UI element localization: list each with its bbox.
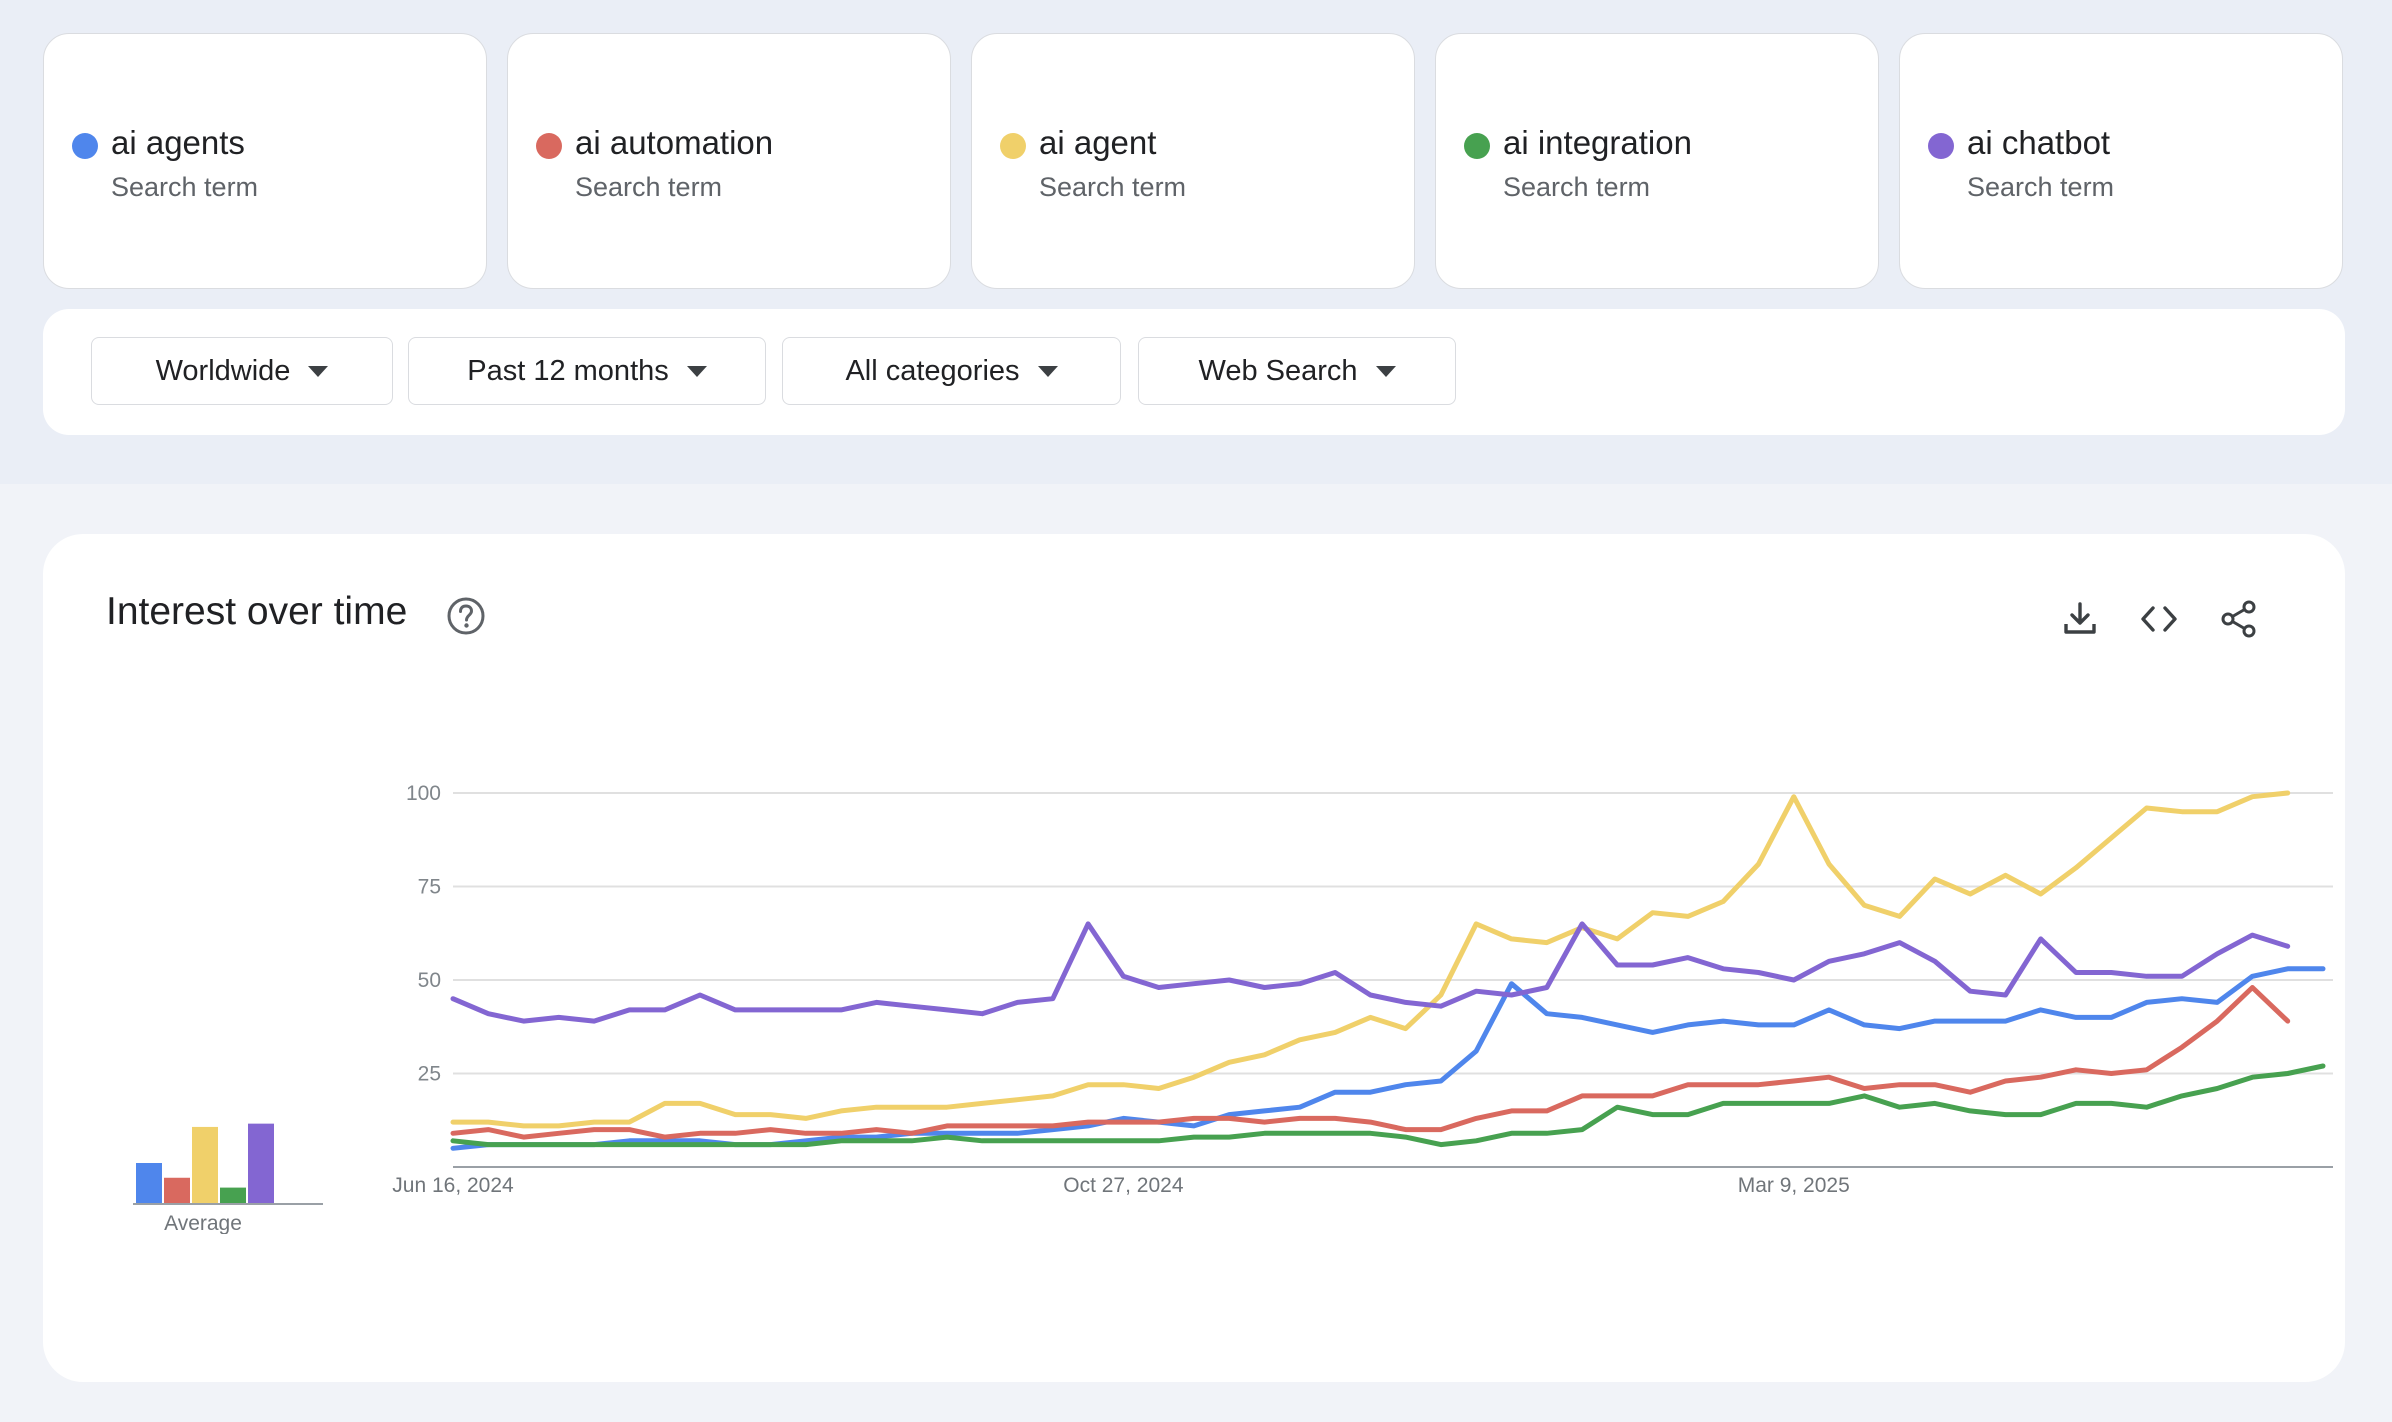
search-term-type: Search term	[575, 172, 723, 202]
x-tick-label: Oct 27, 2024	[1063, 1174, 1184, 1197]
y-tick-label: 25	[418, 1063, 441, 1086]
search-term-card[interactable]: ai chatbot Search term	[1899, 33, 2343, 289]
category-dropdown[interactable]: All categories	[782, 337, 1121, 405]
search-term-type: Search term	[1503, 172, 1651, 202]
series-color-dot	[1000, 133, 1026, 159]
filter-bar: Worldwide Past 12 months All categories …	[43, 309, 2345, 435]
chevron-down-icon	[308, 365, 329, 377]
help-circle-icon[interactable]	[446, 596, 486, 636]
search-term-name: ai chatbot	[1967, 124, 2111, 161]
series-color-dot	[72, 133, 98, 159]
series-line[interactable]	[450, 921, 2291, 1024]
series-line[interactable]	[450, 1063, 2326, 1148]
chevron-down-icon	[686, 365, 707, 377]
search-property-dropdown-label: Web Search	[1198, 354, 1358, 387]
series-line[interactable]	[450, 790, 2291, 1129]
search-term-card[interactable]: ai agents Search term	[43, 33, 487, 289]
region-dropdown[interactable]: Worldwide	[91, 337, 393, 405]
y-tick-label: 50	[418, 969, 441, 992]
chevron-down-icon	[1375, 365, 1396, 377]
series-color-dot	[536, 133, 562, 159]
chevron-down-icon	[1037, 365, 1058, 377]
interest-over-time-card: Interest over time Average 100 75 50 25 Jun …	[43, 534, 2345, 1382]
average-bar[interactable]	[164, 1177, 190, 1204]
search-term-card[interactable]: ai automation Search term	[507, 33, 951, 289]
x-tick-label: Jun 16, 2024	[392, 1174, 514, 1197]
search-term-type: Search term	[111, 172, 259, 202]
search-term-name: ai agents	[111, 124, 245, 161]
card-title: Interest over time	[106, 590, 408, 633]
time-range-dropdown-label: Past 12 months	[467, 354, 669, 387]
x-tick-label: Mar 9, 2025	[1738, 1174, 1850, 1197]
y-tick-label: 75	[418, 876, 441, 899]
interest-line-chart: 100 75 50 25 Jun 16, 2024 Oct 27, 2024 Mar 9, …	[392, 782, 2333, 1197]
series-line[interactable]	[450, 985, 2291, 1140]
search-term-card[interactable]: ai integration Search term	[1435, 33, 1879, 289]
search-property-dropdown[interactable]: Web Search	[1138, 337, 1456, 405]
average-bar[interactable]	[220, 1187, 246, 1204]
time-range-dropdown[interactable]: Past 12 months	[408, 337, 766, 405]
average-label: Average	[164, 1212, 242, 1234]
share-icon[interactable]	[2218, 598, 2260, 640]
average-bar[interactable]	[192, 1126, 218, 1204]
download-icon[interactable]	[2059, 598, 2101, 640]
average-bar[interactable]	[248, 1123, 274, 1204]
series-line[interactable]	[450, 966, 2326, 1151]
series-color-dot	[1928, 133, 1954, 159]
embed-code-icon[interactable]	[2138, 598, 2180, 640]
search-term-name: ai agent	[1039, 124, 1157, 161]
average-bar-chart: Average	[133, 1123, 323, 1234]
y-tick-label: 100	[406, 782, 441, 805]
search-term-card[interactable]: ai agent Search term	[971, 33, 1415, 289]
series-color-dot	[1464, 133, 1490, 159]
search-term-type: Search term	[1967, 172, 2115, 202]
search-term-type: Search term	[1039, 172, 1187, 202]
category-dropdown-label: All categories	[845, 354, 1020, 387]
region-dropdown-label: Worldwide	[155, 354, 291, 387]
search-term-name: ai integration	[1503, 124, 1692, 161]
search-term-name: ai automation	[575, 124, 774, 161]
average-bar[interactable]	[136, 1163, 162, 1204]
